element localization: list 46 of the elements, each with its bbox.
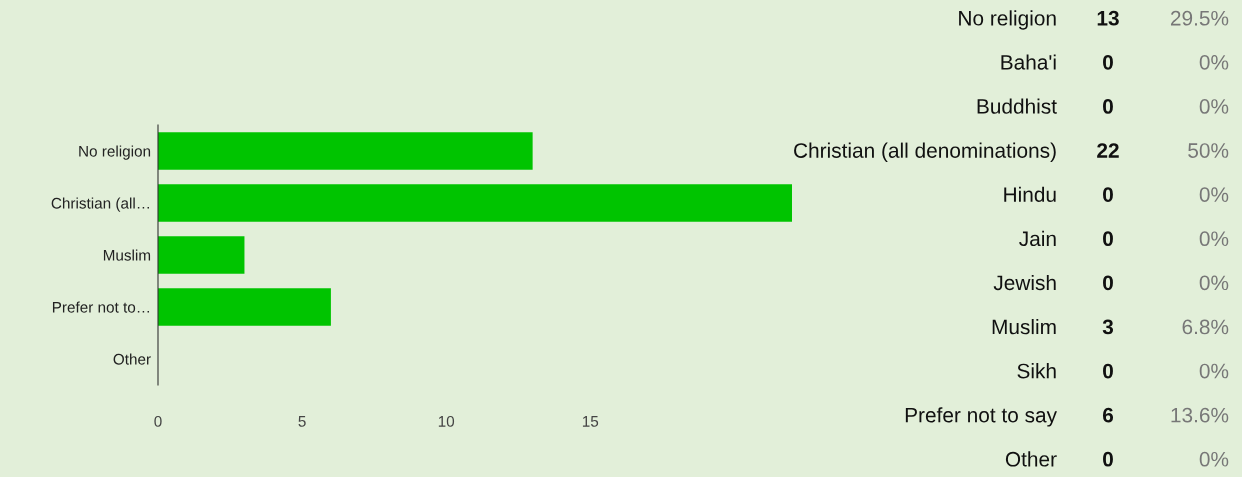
x-tick-label: 10	[438, 415, 455, 427]
data-label: 0	[1103, 363, 1113, 379]
category-label: Hindu	[1004, 186, 1056, 202]
category-label: Buddhist	[977, 98, 1057, 114]
data-label: 0%	[1199, 54, 1229, 70]
data-label: 0%	[1199, 187, 1229, 202]
data-label: 0	[1103, 231, 1113, 247]
y-tick-label: Prefer not to…	[52, 301, 149, 313]
category-label: Christian (all denominations)	[794, 142, 1056, 162]
data-label: 13	[1097, 10, 1119, 26]
data-label: 22	[1097, 143, 1119, 158]
data-label: 0%	[1199, 275, 1229, 291]
category-label: Baha'i	[1001, 54, 1056, 70]
data-label: 0%	[1199, 99, 1229, 114]
bar	[158, 288, 331, 326]
category-label: Jewish	[993, 274, 1056, 291]
category-label: Other	[1005, 451, 1057, 467]
data-label: 3	[1102, 319, 1114, 335]
y-tick-label: Muslim	[103, 249, 151, 261]
data-label: 6.8%	[1182, 319, 1229, 335]
y-tick-label: Other	[113, 353, 151, 365]
data-label: 0	[1103, 451, 1113, 467]
category-label: Muslim	[992, 318, 1056, 335]
x-tick-label: 0	[154, 415, 162, 427]
y-tick-label: Christian (all…	[51, 197, 149, 212]
y-tick-label: No religion	[79, 145, 151, 160]
data-label: 0	[1103, 99, 1113, 114]
data-label: 13.6%	[1171, 407, 1229, 423]
x-tick-label: 5	[298, 416, 306, 427]
category-label: Sikh	[1017, 363, 1056, 379]
category-label: Prefer not to say	[905, 407, 1057, 427]
category-label: Jain	[1019, 230, 1056, 247]
bar	[158, 236, 245, 274]
category-label: No religion	[959, 10, 1056, 30]
data-label: 0	[1103, 275, 1113, 291]
data-label: 29.5%	[1170, 10, 1229, 26]
data-label: 0	[1103, 187, 1113, 202]
data-label: 0%	[1199, 451, 1229, 467]
bar	[158, 132, 533, 170]
data-label: 6	[1102, 407, 1114, 423]
data-label: 50%	[1188, 143, 1229, 158]
data-label: 0%	[1199, 363, 1229, 379]
x-tick-label: 15	[582, 416, 599, 427]
data-label: 0%	[1199, 231, 1229, 247]
bar	[158, 184, 792, 222]
data-label: 0	[1103, 54, 1113, 70]
